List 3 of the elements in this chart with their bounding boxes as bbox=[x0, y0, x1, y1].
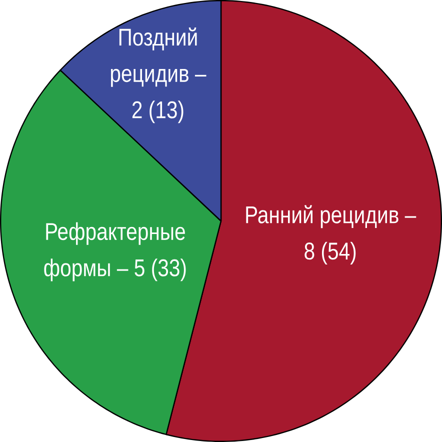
slice-label: Рефрактерные формы – 5 (33) bbox=[44, 222, 186, 282]
slice-label: Ранний рецидив – 8 (54) bbox=[246, 205, 416, 264]
slice-label: Поздний рецидив – 2 (13) bbox=[110, 28, 206, 124]
